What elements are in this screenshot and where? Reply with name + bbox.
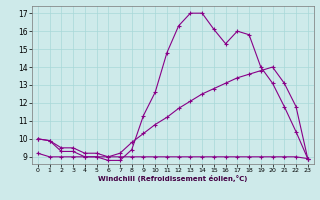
X-axis label: Windchill (Refroidissement éolien,°C): Windchill (Refroidissement éolien,°C) <box>98 175 247 182</box>
